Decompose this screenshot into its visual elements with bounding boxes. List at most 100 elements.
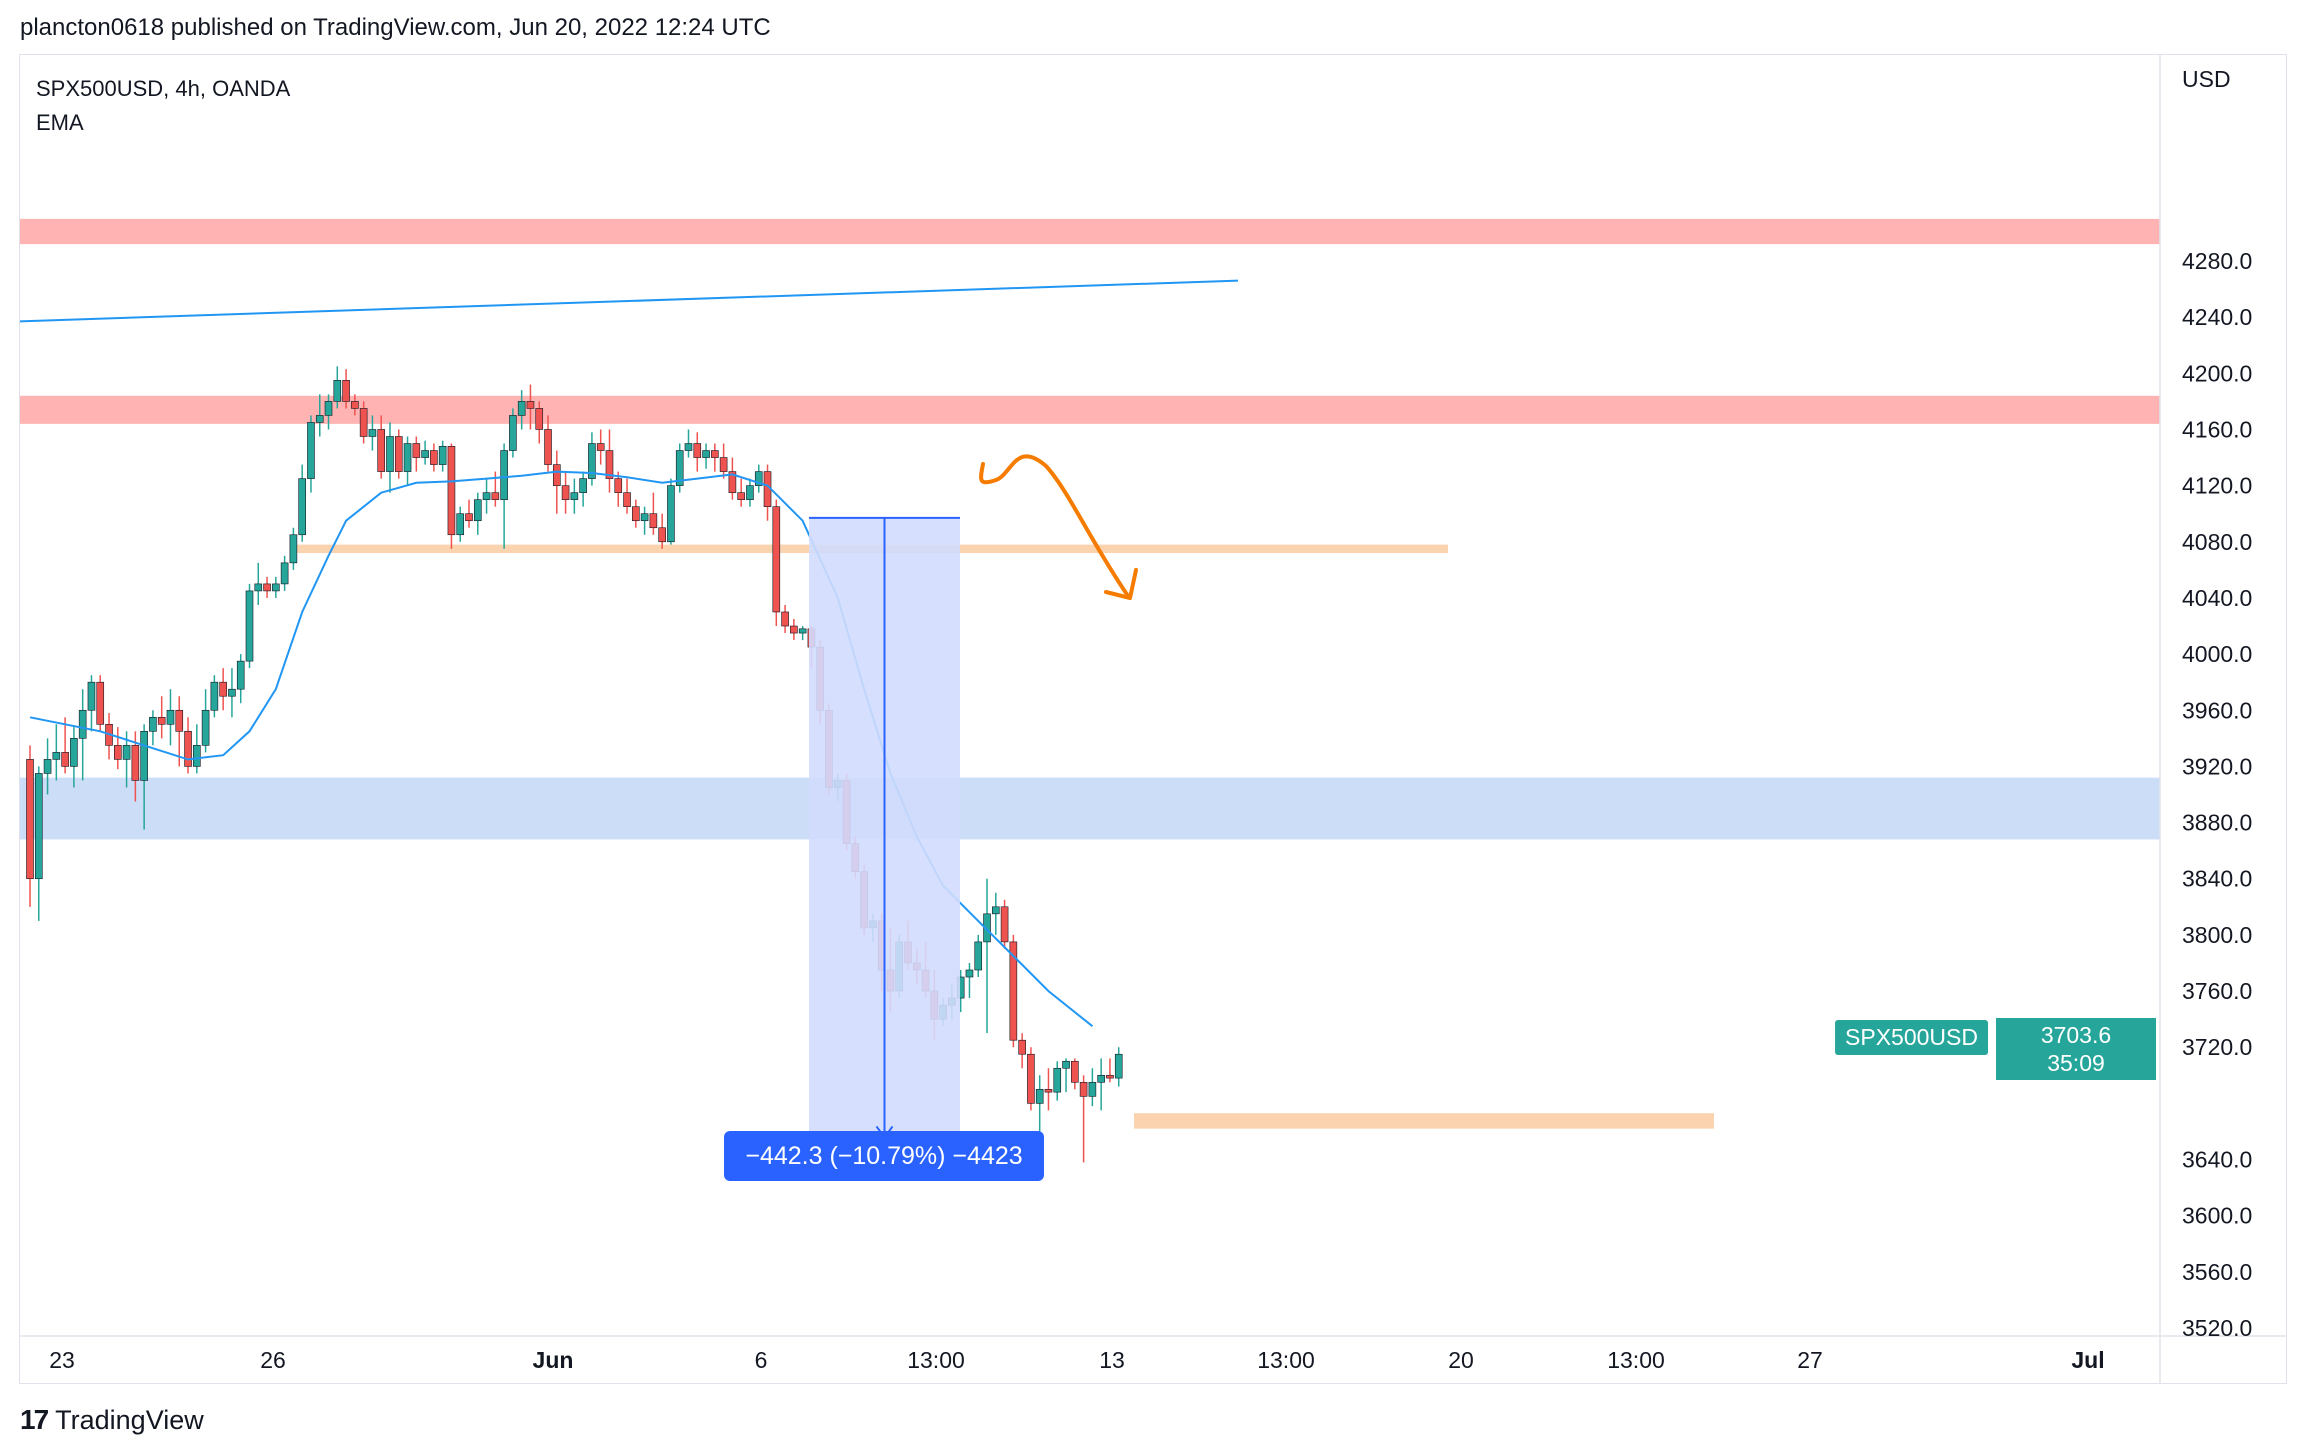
candle bbox=[684, 429, 693, 458]
time-tick: 26 bbox=[260, 1347, 286, 1373]
candle bbox=[1044, 1068, 1053, 1111]
candle-body bbox=[78, 709, 87, 739]
candle bbox=[552, 450, 561, 514]
candle bbox=[359, 401, 368, 444]
legend-indicator[interactable]: EMA bbox=[36, 110, 84, 135]
time-tick: 13:00 bbox=[1257, 1347, 1315, 1373]
candle-body bbox=[1079, 1082, 1088, 1097]
drawing-layer bbox=[979, 454, 1138, 600]
candle-body bbox=[974, 941, 983, 971]
price-tick: 4240.0 bbox=[2182, 304, 2252, 330]
candle-body bbox=[473, 499, 482, 522]
candle-body bbox=[263, 583, 271, 592]
candle-body bbox=[1000, 906, 1009, 943]
candle-body bbox=[667, 485, 675, 543]
candle-body bbox=[711, 450, 719, 458]
time-tick: 6 bbox=[755, 1347, 768, 1373]
candle-body bbox=[359, 408, 368, 437]
candle bbox=[1071, 1058, 1079, 1090]
tradingview-logo-icon: 17 bbox=[20, 1404, 49, 1435]
candle bbox=[61, 717, 69, 774]
candle bbox=[605, 429, 614, 493]
footer-brand[interactable]: 17 TradingView bbox=[20, 1404, 204, 1436]
candle-body bbox=[43, 759, 52, 774]
candle bbox=[588, 432, 596, 486]
candle-body bbox=[781, 611, 789, 627]
time-tick: Jul bbox=[2071, 1347, 2104, 1373]
legend-symbol[interactable]: SPX500USD, 4h, OANDA bbox=[36, 76, 291, 101]
candle-body bbox=[649, 513, 658, 529]
candle bbox=[333, 366, 342, 409]
candle-body bbox=[1044, 1089, 1053, 1093]
price-tick: 3920.0 bbox=[2182, 753, 2252, 779]
candle-body bbox=[1114, 1053, 1123, 1079]
currency-label: USD bbox=[2182, 66, 2231, 92]
price-tick: 3800.0 bbox=[2182, 922, 2252, 948]
measure-label[interactable]: −442.3 (−10.79%) −4423 bbox=[724, 1131, 1044, 1181]
candle bbox=[991, 892, 1000, 935]
candle-body bbox=[351, 401, 359, 409]
candle bbox=[245, 583, 254, 669]
last-price-value: 3703.6 bbox=[2040, 1022, 2112, 1048]
price-tick: 3960.0 bbox=[2182, 697, 2252, 723]
candle bbox=[570, 478, 579, 514]
candle-body bbox=[798, 628, 807, 634]
orange-arrow-stroke bbox=[979, 454, 1130, 598]
candle-body bbox=[605, 450, 614, 479]
candle bbox=[105, 713, 113, 760]
candle bbox=[632, 499, 640, 528]
candle-body bbox=[737, 492, 745, 500]
candle bbox=[254, 562, 263, 605]
candle-body bbox=[728, 471, 737, 493]
candle-body bbox=[623, 492, 631, 507]
candle-body bbox=[1106, 1074, 1114, 1079]
candle bbox=[201, 689, 210, 753]
candle bbox=[746, 478, 754, 507]
candle-body bbox=[561, 485, 570, 500]
candle bbox=[667, 478, 675, 545]
chart-frame[interactable] bbox=[19, 54, 2287, 1384]
candle bbox=[614, 471, 623, 507]
candle bbox=[1062, 1058, 1070, 1093]
candle-body bbox=[614, 478, 623, 493]
candle bbox=[754, 464, 763, 493]
candle-body bbox=[658, 527, 666, 543]
candle-body bbox=[1053, 1067, 1062, 1093]
candle bbox=[772, 499, 781, 627]
candle bbox=[394, 429, 403, 479]
symbol-price-label: SPX500USD bbox=[1835, 1020, 1988, 1055]
candle-body bbox=[307, 422, 315, 479]
candle bbox=[96, 675, 105, 732]
zone-resistance bbox=[20, 218, 2160, 245]
zone-demand bbox=[20, 777, 2160, 840]
price-tick: 4280.0 bbox=[2182, 248, 2252, 274]
candle bbox=[702, 443, 710, 469]
candle-body bbox=[96, 681, 105, 725]
candle-body bbox=[965, 969, 974, 978]
candle bbox=[184, 717, 192, 774]
candle bbox=[342, 369, 350, 409]
price-tick: 3600.0 bbox=[2182, 1203, 2252, 1229]
candle bbox=[52, 724, 61, 781]
candle bbox=[438, 440, 447, 472]
candle-body bbox=[377, 429, 386, 472]
candle bbox=[166, 689, 175, 746]
candle-body bbox=[70, 738, 78, 767]
candle-body bbox=[184, 731, 192, 767]
candle-body bbox=[114, 745, 122, 760]
candle bbox=[482, 478, 491, 514]
candle bbox=[658, 513, 666, 549]
candle bbox=[26, 745, 34, 907]
candle bbox=[219, 668, 227, 711]
candle-body bbox=[570, 492, 579, 500]
candle bbox=[34, 766, 43, 921]
candle bbox=[763, 464, 772, 521]
candle bbox=[421, 440, 429, 465]
candle-body bbox=[254, 583, 263, 592]
candle bbox=[403, 436, 412, 486]
price-tick: 4080.0 bbox=[2182, 529, 2252, 555]
candle-body bbox=[675, 450, 684, 486]
candle-body bbox=[1018, 1039, 1026, 1055]
candle-body bbox=[228, 688, 236, 697]
